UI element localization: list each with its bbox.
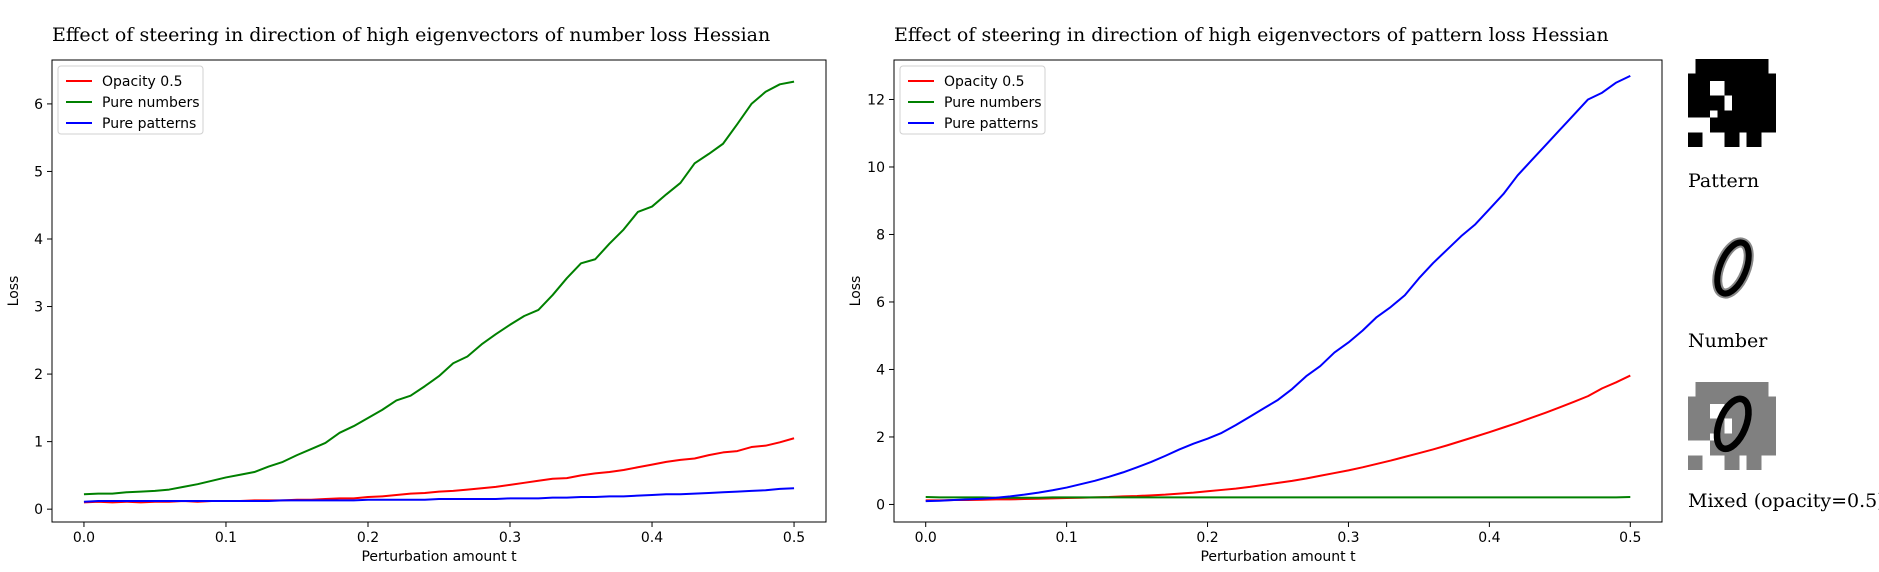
y-tick-label: 4	[34, 232, 43, 248]
y-tick-label: 5	[34, 164, 43, 180]
x-tick-label: 0.4	[1478, 530, 1500, 546]
x-tick-label: 0.5	[783, 530, 805, 546]
x-tick-label: 0.1	[1055, 530, 1077, 546]
pattern-caption: Pattern	[1688, 170, 1760, 192]
y-tick-label: 6	[876, 295, 885, 311]
y-tick-label: 10	[867, 160, 885, 176]
x-tick-label: 0.2	[1196, 530, 1218, 546]
x-tick-label: 0.5	[1619, 530, 1641, 546]
y-tick-label: 1	[34, 435, 43, 451]
y-axis-label: Loss	[6, 276, 22, 307]
x-axis-label: Perturbation amount t	[1200, 549, 1356, 565]
chart-1: 0.0 0.1 0.2 0.3 0.4 0.5 0 1 2 3 4 5 6 Perturbation am…	[6, 59, 827, 565]
x-tick-label: 0.3	[1337, 530, 1359, 546]
series-line-pure-numbers	[925, 496, 1631, 499]
legend-label: Pure patterns	[944, 116, 1038, 132]
y-tick-label: 12	[867, 92, 885, 108]
series-line-opacity-0-5	[925, 374, 1631, 502]
legend-label: Pure numbers	[944, 95, 1042, 111]
y-tick-label: 3	[34, 300, 43, 316]
legend-label: Opacity 0.5	[944, 74, 1025, 90]
axes-frame	[51, 59, 827, 523]
chart-2: 0.0 0.1 0.2 0.3 0.4 0.5 0 2 4 6 8 10 12 Perturbation …	[848, 59, 1663, 565]
series-line-pure-numbers	[83, 80, 795, 496]
legend-label: Pure patterns	[102, 116, 196, 132]
x-tick-label: 0.3	[499, 530, 521, 546]
series-line-opacity-0-5	[83, 437, 795, 504]
legend-box	[899, 65, 1046, 135]
x-tick-label: 0.4	[641, 530, 663, 546]
series-line-pure-patterns	[925, 74, 1631, 503]
legend-label: Pure numbers	[102, 95, 200, 111]
mixed-caption: Mixed (opacity=0.5)	[1688, 490, 1879, 512]
legend-label: Opacity 0.5	[102, 74, 183, 90]
x-tick-label: 0.1	[215, 530, 237, 546]
legend-box	[57, 65, 204, 135]
x-tick-label: 0.0	[915, 530, 937, 546]
x-axis-label: Perturbation amount t	[361, 549, 517, 565]
series-line-pure-patterns	[83, 487, 795, 503]
chart2-title: Effect of steering in direction of high …	[894, 24, 1609, 46]
x-tick-label: 0.2	[357, 530, 379, 546]
pattern-image	[1688, 59, 1776, 147]
y-tick-label: 4	[876, 362, 885, 378]
axes-frame	[893, 59, 1663, 523]
y-tick-label: 2	[876, 430, 885, 446]
y-tick-label: 0	[34, 502, 43, 518]
mixed-image	[1688, 382, 1776, 470]
y-tick-label: 6	[34, 97, 43, 113]
y-tick-label: 2	[34, 367, 43, 383]
number-image	[1712, 237, 1754, 299]
chart1-title: Effect of steering in direction of high …	[52, 24, 771, 46]
y-tick-label: 8	[876, 227, 885, 243]
y-axis-label: Loss	[848, 276, 864, 307]
x-tick-label: 0.0	[73, 530, 95, 546]
number-caption: Number	[1688, 330, 1768, 352]
y-tick-label: 0	[876, 497, 885, 513]
